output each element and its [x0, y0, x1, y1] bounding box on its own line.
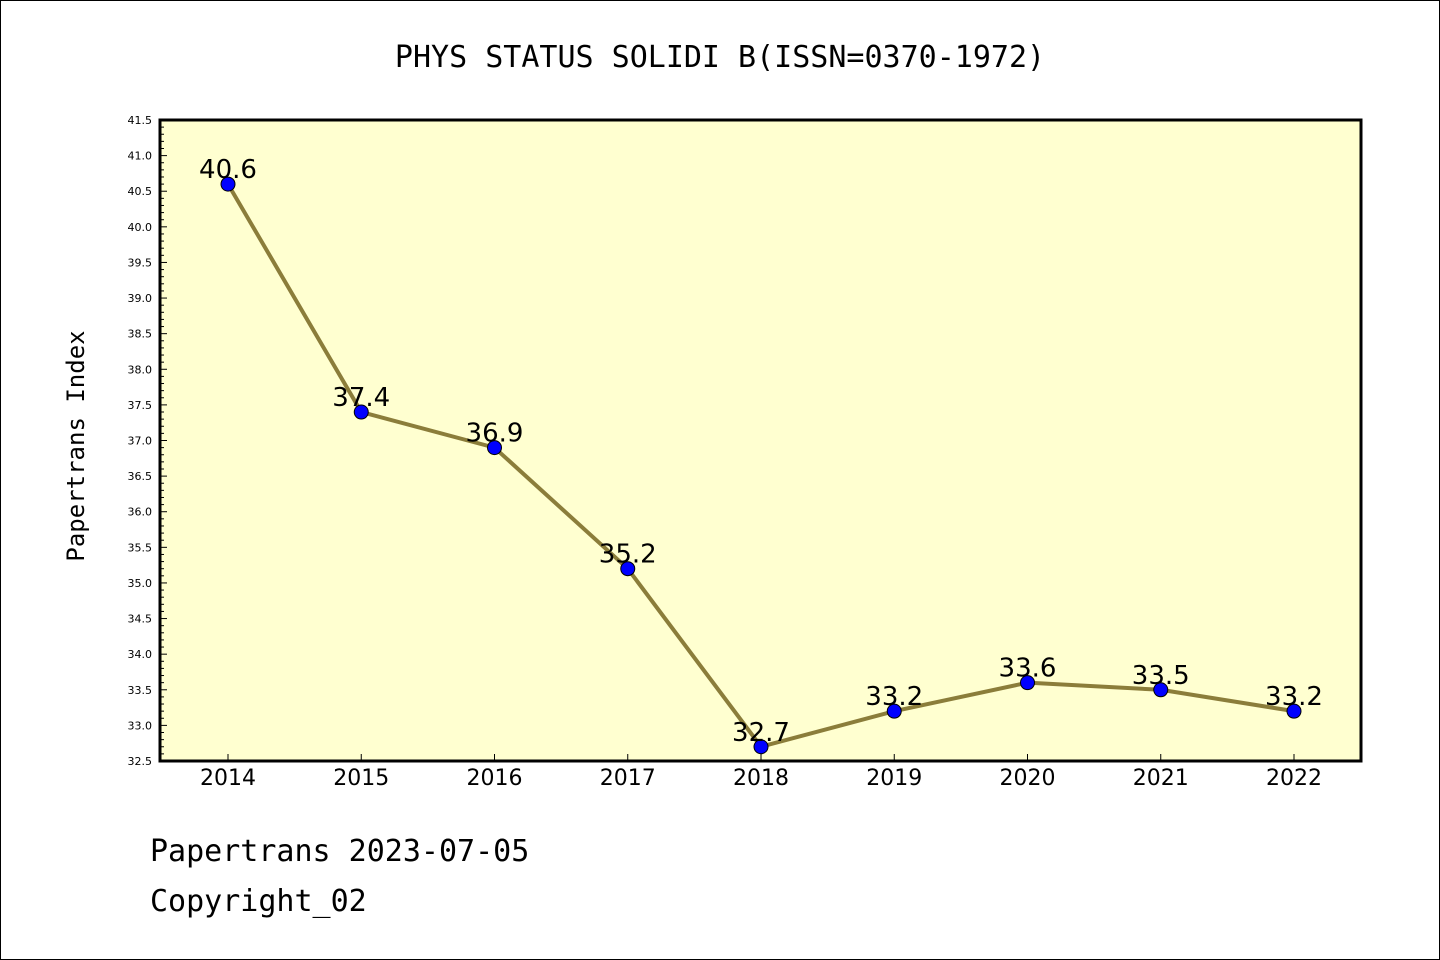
- y-tick-label: 35.5: [128, 541, 153, 554]
- y-tick-label: 41.0: [128, 150, 153, 163]
- x-tick-label: 2016: [467, 766, 523, 791]
- footer-copyright: Copyright_02: [150, 884, 367, 919]
- footer-source: Papertrans 2023-07-05: [150, 834, 530, 869]
- x-tick-label: 2021: [1133, 766, 1189, 791]
- y-tick-label: 37.5: [128, 399, 153, 412]
- y-tick-label: 41.5: [128, 114, 153, 127]
- data-point: [220, 176, 236, 192]
- x-tick-label: 2017: [600, 766, 656, 791]
- x-tick-label: 2018: [733, 766, 789, 791]
- data-label: 37.4: [332, 383, 390, 413]
- data-point: [1286, 703, 1302, 719]
- y-tick-label: 34.0: [128, 648, 153, 661]
- y-tick-label: 39.5: [128, 256, 153, 269]
- y-axis-label: Papertrans Index: [62, 330, 90, 561]
- y-axis: 32.5 33.0 33.5 34.0 34.5 35.0 35.5 36.0 36.5 37.0…: [128, 114, 167, 768]
- y-tick-label: 33.5: [128, 684, 153, 697]
- data-label: 33.6: [999, 654, 1057, 684]
- chart-title: PHYS STATUS SOLIDI B(ISSN=0370-1972): [395, 40, 1045, 75]
- x-tick-label: 2022: [1266, 766, 1322, 791]
- y-tick-label: 36.0: [128, 506, 153, 519]
- data-label: 32.7: [732, 718, 790, 748]
- data-label: 33.5: [1132, 661, 1190, 691]
- data-label: 36.9: [466, 419, 524, 449]
- y-tick-label: 35.0: [128, 577, 153, 590]
- plot-area: [160, 120, 1361, 761]
- data-point: [886, 703, 902, 719]
- y-tick-label: 33.0: [128, 719, 153, 732]
- data-point: [353, 404, 369, 420]
- y-tick-label: 40.5: [128, 185, 153, 198]
- data-points: [220, 176, 1302, 755]
- x-axis: 2014 2015 2016 2017 2018 2019 2020 2021 2022: [200, 754, 1322, 791]
- y-tick-label: 34.5: [128, 613, 153, 626]
- y-tick-label: 38.5: [128, 328, 153, 341]
- data-label: 40.6: [199, 155, 257, 185]
- y-tick-label: 37.0: [128, 435, 153, 448]
- data-labels: 40.6 37.4 36.9 35.2 32.7 33.2 33.6 33.5 33.2: [199, 155, 1323, 748]
- x-tick-label: 2014: [200, 766, 256, 791]
- plot-border: [158, 118, 1363, 763]
- y-tick-label: 40.0: [128, 221, 153, 234]
- x-tick-label: 2019: [866, 766, 922, 791]
- y-tick-label: 38.0: [128, 363, 153, 376]
- data-point: [620, 561, 636, 577]
- data-label: 35.2: [599, 540, 657, 570]
- data-point: [1020, 675, 1035, 691]
- x-tick-label: 2020: [1000, 766, 1056, 791]
- y-tick-label: 39.0: [128, 292, 153, 305]
- y-tick-label: 32.5: [128, 755, 153, 768]
- data-label: 33.2: [1265, 682, 1323, 712]
- data-point: [1153, 682, 1169, 698]
- x-tick-label: 2015: [333, 766, 389, 791]
- y-tick-label: 36.5: [128, 470, 153, 483]
- data-point: [487, 440, 502, 456]
- data-label: 33.2: [865, 682, 923, 712]
- data-point: [753, 739, 769, 755]
